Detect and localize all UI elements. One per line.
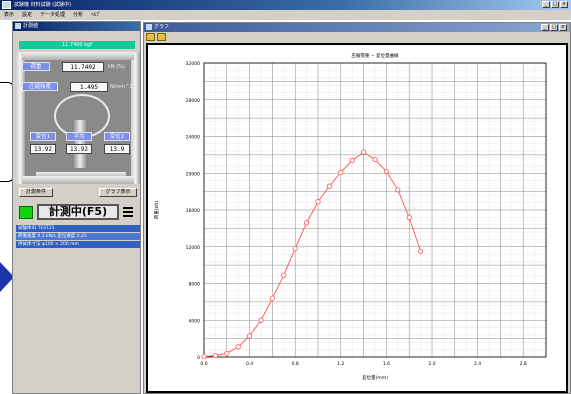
- load-unit: kN (%): [108, 64, 125, 70]
- app-icon: [2, 1, 11, 9]
- data-point: [361, 149, 367, 155]
- graph-minimize-button[interactable]: _: [541, 24, 549, 31]
- window-title: 試験機 材料試験 (試験中): [14, 2, 72, 8]
- menu-item-analysis[interactable]: 分析: [73, 12, 84, 18]
- displacement-2-value: 13.9: [104, 144, 130, 154]
- menu-item-settings[interactable]: 設定: [22, 12, 33, 18]
- y-tick-label: 4000: [189, 318, 201, 324]
- graph-window-icon: [146, 24, 152, 30]
- graph-toolbar: [144, 32, 570, 42]
- plot-area: 0.0 0.4 0.8 1.2 1.6 2.0 2.4 2.8 0 4000 8000 12000 16…: [146, 43, 568, 393]
- y-tick-label: 12000: [186, 245, 200, 251]
- graph-close-button[interactable]: ×: [559, 24, 567, 31]
- strength-label: 圧縮強度: [22, 82, 58, 91]
- x-axis-label: 変位量(mm): [362, 374, 388, 381]
- data-point: [247, 333, 253, 339]
- info-row-rate: 荷重速度 0.1 kN/s 変位速度 0.25: [16, 233, 140, 240]
- menu-bar: 表示 設定 データ処理 分析 ﾍﾙﾌﾟ: [0, 10, 571, 20]
- maximize-button[interactable]: □: [551, 1, 559, 8]
- x-tick-label: 1.2: [337, 361, 344, 367]
- left-column: [16, 52, 25, 184]
- x-tick-label: 2.8: [520, 361, 527, 367]
- x-tick-label: 2.4: [474, 361, 481, 367]
- displacement-2-label: 変位2: [104, 132, 130, 141]
- y-tick-label: 16000: [186, 208, 200, 214]
- data-point: [326, 183, 332, 189]
- data-point: [269, 295, 276, 301]
- graph-window: グラフ _ □ × 0.0 0.4 0.8 1.2 1.6 2.0 2.4 2.8 0 4000 8…: [143, 22, 571, 394]
- lower-crosshead: [22, 176, 134, 184]
- y-tick-label: 20000: [186, 171, 200, 177]
- data-point: [349, 157, 355, 163]
- displacement-avg-label: 平均: [66, 132, 92, 141]
- graph-view-button[interactable]: グラフ表示: [99, 188, 137, 197]
- chart-title: 圧縮荷重 − 変位量曲線: [351, 52, 399, 59]
- data-point: [304, 220, 310, 226]
- load-label: 荷重: [22, 62, 50, 71]
- minimize-button[interactable]: _: [542, 1, 550, 8]
- status-indicator: [19, 206, 33, 219]
- y-tick-label: 32000: [186, 61, 200, 67]
- graph-maximize-button[interactable]: □: [550, 24, 558, 31]
- displacement-avg-value: 13.92: [66, 144, 92, 154]
- displacement-1-label: 変位1: [30, 132, 56, 141]
- menu-item-data[interactable]: データ処理: [40, 12, 66, 18]
- main-title-bar: 試験機 材料試験 (試験中) _ □ ×: [0, 0, 571, 10]
- data-point: [395, 187, 401, 193]
- y-tick-label: 8000: [189, 282, 201, 288]
- measure-button[interactable]: 計測中(F5): [37, 204, 119, 220]
- data-point: [281, 272, 287, 278]
- x-tick-label: 0.4: [246, 361, 253, 367]
- data-point: [201, 353, 207, 360]
- open-folder-icon[interactable]: [146, 33, 155, 41]
- data-point: [372, 156, 378, 163]
- data-point: [417, 248, 424, 254]
- menu-icon[interactable]: [123, 207, 133, 217]
- measurement-panel: 計測値 11.7400 kgf 荷重 11.7402 kN (%) 圧縮強度 1…: [12, 21, 141, 394]
- strength-value: 1.495: [70, 82, 108, 92]
- panel-icon: [15, 23, 21, 29]
- data-point: [383, 168, 389, 175]
- data-point: [212, 353, 219, 359]
- y-tick-label: 28000: [186, 98, 200, 104]
- panel-title: 計測値: [23, 23, 39, 29]
- y-tick-label: 0: [197, 355, 200, 361]
- load-value: 11.7402: [62, 62, 104, 72]
- menu-item-view[interactable]: 表示: [4, 12, 15, 18]
- menu-item-help[interactable]: ﾍﾙﾌﾟ: [91, 12, 102, 18]
- displacement-1-value: 13.92: [30, 144, 56, 154]
- graph-window-title: グラフ: [154, 24, 170, 30]
- close-button[interactable]: ×: [560, 1, 568, 8]
- plot-border: [203, 62, 547, 358]
- y-tick-label: 24000: [186, 135, 200, 141]
- panel-title-bar: 計測値: [13, 22, 140, 31]
- data-point: [224, 350, 230, 356]
- x-tick-label: 1.6: [383, 361, 390, 367]
- graph-window-title-bar: グラフ _ □ ×: [144, 23, 570, 32]
- data-point: [406, 214, 412, 220]
- y-axis-label: 荷重(kN): [153, 201, 160, 220]
- measure-settings-button[interactable]: 計測条件: [19, 188, 53, 197]
- strength-unit: N/mm^2: [110, 84, 133, 90]
- right-column: [131, 52, 140, 184]
- data-point: [258, 317, 264, 323]
- info-row-dimensions: 供試体寸法 φ100 × 200 mm: [16, 241, 140, 248]
- x-tick-label: 2.0: [428, 361, 435, 367]
- data-point: [235, 344, 241, 350]
- pointer-arrow-icon: [0, 262, 14, 292]
- load-displacement-chart: 0.0 0.4 0.8 1.2 1.6 2.0 2.4 2.8 0 4000 8000 12000 16…: [153, 52, 547, 381]
- data-point: [292, 245, 298, 252]
- data-point: [315, 199, 321, 205]
- data-point: [338, 169, 344, 175]
- x-tick-label: 0.8: [292, 361, 299, 367]
- upper-crosshead: [22, 52, 134, 60]
- series-line: [203, 151, 422, 357]
- info-row-specimen: 試験体ID TEST21: [16, 225, 140, 232]
- x-tick-label: 0.0: [200, 361, 207, 367]
- save-icon[interactable]: [157, 33, 166, 41]
- test-machine-illustration: 荷重 11.7402 kN (%) 圧縮強度 1.495 N/mm^2 変位1 …: [16, 52, 140, 184]
- load-readout: 11.7400 kgf: [19, 41, 135, 49]
